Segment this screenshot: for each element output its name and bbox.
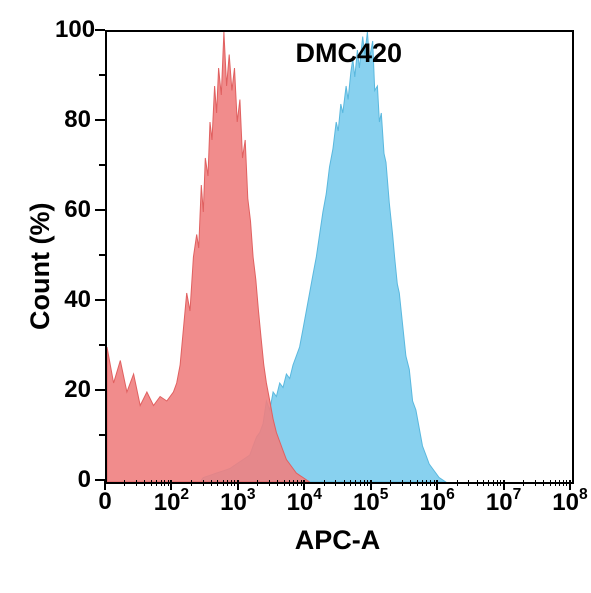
y-minor-tick xyxy=(99,254,105,256)
x-tick-mark xyxy=(104,480,106,490)
x-minor-tick xyxy=(269,480,270,486)
x-minor-tick xyxy=(523,480,524,486)
x-minor-tick xyxy=(457,480,458,486)
y-tick-label: 60 xyxy=(55,196,91,224)
x-minor-tick xyxy=(203,480,204,486)
y-axis-label: Count (%) xyxy=(25,203,56,330)
x-minor-tick xyxy=(543,480,544,486)
x-minor-tick xyxy=(563,480,564,486)
y-tick-label: 100 xyxy=(55,16,91,44)
x-minor-tick xyxy=(360,480,361,486)
y-tick-mark xyxy=(95,119,105,121)
y-tick-mark xyxy=(95,299,105,301)
x-minor-tick xyxy=(497,480,498,486)
x-tick-label: 106 xyxy=(419,488,454,517)
x-minor-tick xyxy=(367,480,368,486)
x-minor-tick xyxy=(234,480,235,486)
x-minor-tick xyxy=(324,480,325,486)
x-axis-label: APC-A xyxy=(295,525,381,556)
x-minor-tick xyxy=(136,480,137,486)
x-minor-tick xyxy=(566,480,567,486)
x-minor-tick xyxy=(364,480,365,486)
y-tick-label: 0 xyxy=(55,466,91,494)
x-tick-label: 108 xyxy=(552,488,587,517)
x-minor-tick xyxy=(488,480,489,486)
x-minor-tick xyxy=(211,480,212,486)
y-tick-label: 80 xyxy=(55,106,91,134)
x-minor-tick xyxy=(555,480,556,486)
x-minor-tick xyxy=(426,480,427,486)
y-minor-tick xyxy=(99,344,105,346)
y-tick-mark xyxy=(95,29,105,31)
x-minor-tick xyxy=(301,480,302,486)
x-minor-tick xyxy=(493,480,494,486)
x-minor-tick xyxy=(410,480,411,486)
x-minor-tick xyxy=(434,480,435,486)
x-minor-tick xyxy=(355,480,356,486)
x-tick-label-zero: 0 xyxy=(98,488,111,516)
x-minor-tick xyxy=(535,480,536,486)
x-minor-tick xyxy=(156,480,157,486)
x-minor-tick xyxy=(550,480,551,486)
chart-title: DMC420 xyxy=(296,38,403,69)
x-minor-tick xyxy=(168,480,169,486)
x-minor-tick xyxy=(144,480,145,486)
y-tick-label: 40 xyxy=(55,286,91,314)
x-minor-tick xyxy=(164,480,165,486)
x-tick-label: 102 xyxy=(154,488,189,517)
x-tick-label: 103 xyxy=(220,488,255,517)
x-minor-tick xyxy=(402,480,403,486)
x-minor-tick xyxy=(390,480,391,486)
plot-svg xyxy=(107,32,572,482)
x-minor-tick xyxy=(297,480,298,486)
plot-area: DMC420 xyxy=(105,30,574,484)
x-minor-tick xyxy=(483,480,484,486)
x-minor-tick xyxy=(559,480,560,486)
x-minor-tick xyxy=(500,480,501,486)
y-tick-mark xyxy=(95,209,105,211)
x-tick-label: 104 xyxy=(287,488,322,517)
x-tick-label: 105 xyxy=(353,488,388,517)
x-minor-tick xyxy=(350,480,351,486)
x-minor-tick xyxy=(468,480,469,486)
flow-cytometry-histogram: DMC420 Count (%) APC-A 0 20 40 60 80 100 0 102 1… xyxy=(0,0,591,593)
x-minor-tick xyxy=(477,480,478,486)
x-minor-tick xyxy=(223,480,224,486)
x-minor-tick xyxy=(161,480,162,486)
y-minor-tick xyxy=(99,74,105,76)
x-minor-tick xyxy=(344,480,345,486)
x-minor-tick xyxy=(231,480,232,486)
x-minor-tick xyxy=(257,480,258,486)
y-minor-tick xyxy=(99,434,105,436)
x-minor-tick xyxy=(289,480,290,486)
x-minor-tick xyxy=(191,480,192,486)
y-tick-label: 20 xyxy=(55,376,91,404)
x-minor-tick xyxy=(422,480,423,486)
x-tick-label: 107 xyxy=(486,488,521,517)
y-tick-mark xyxy=(95,389,105,391)
x-minor-tick xyxy=(217,480,218,486)
x-minor-tick xyxy=(277,480,278,486)
x-minor-tick xyxy=(284,480,285,486)
x-minor-tick xyxy=(335,480,336,486)
x-minor-tick xyxy=(227,480,228,486)
y-minor-tick xyxy=(99,164,105,166)
x-minor-tick xyxy=(151,480,152,486)
x-minor-tick xyxy=(430,480,431,486)
x-minor-tick xyxy=(124,480,125,486)
x-minor-tick xyxy=(293,480,294,486)
x-minor-tick xyxy=(417,480,418,486)
